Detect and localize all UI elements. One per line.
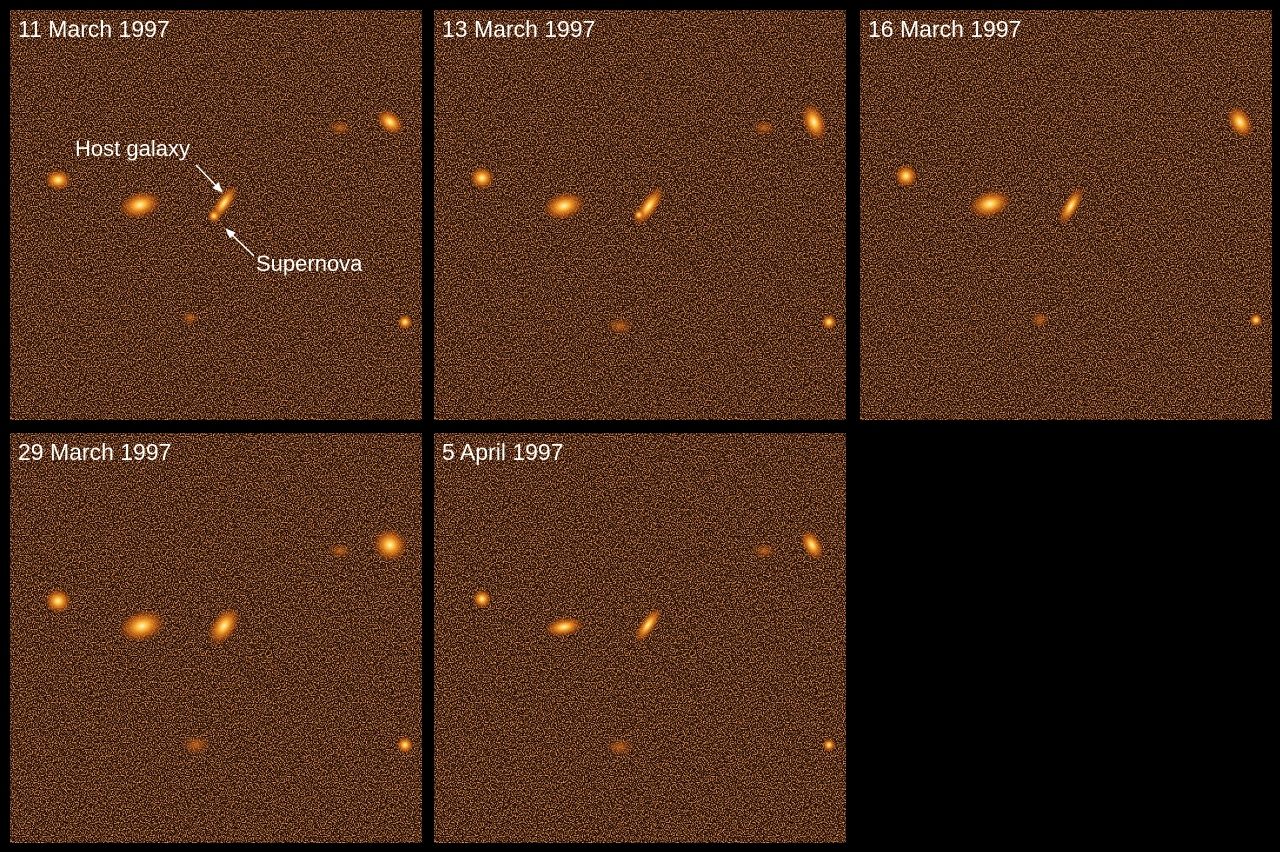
panel: 16 March 1997 xyxy=(860,10,1272,420)
galaxy xyxy=(606,317,634,335)
galaxy xyxy=(207,606,241,646)
galaxy xyxy=(606,738,634,756)
galaxy xyxy=(44,588,72,614)
galaxy xyxy=(328,543,352,559)
panel-date-label: 11 March 1997 xyxy=(18,16,170,42)
galaxy xyxy=(181,735,211,755)
galaxy xyxy=(1058,186,1084,226)
galaxy xyxy=(1226,105,1254,139)
panel-date-label: 16 March 1997 xyxy=(868,16,1021,42)
arrow xyxy=(195,164,223,193)
panel: 11 March 1997 xyxy=(10,10,422,420)
galaxy xyxy=(397,314,413,330)
galaxy xyxy=(372,527,408,563)
galaxy xyxy=(633,209,645,221)
panel-date-label: 29 March 1997 xyxy=(18,439,171,465)
galaxy xyxy=(44,169,72,191)
galaxy xyxy=(894,164,918,188)
galaxy xyxy=(821,314,837,330)
galaxy xyxy=(633,606,663,644)
host-galaxy-label: Host galaxy xyxy=(75,136,190,161)
panel: 13 March 1997 xyxy=(434,10,846,420)
galaxy xyxy=(328,120,352,136)
panel-date-label: 5 April 1997 xyxy=(442,439,563,465)
galaxy xyxy=(118,609,166,643)
panels: 11 March 1997 13 March 1997 16 March 1997 2… xyxy=(10,10,1272,843)
galaxy xyxy=(800,102,828,142)
galaxy xyxy=(1249,313,1263,327)
galaxy xyxy=(375,108,405,136)
galaxy xyxy=(822,738,836,752)
panel: 5 April 1997 xyxy=(434,433,846,843)
galaxy xyxy=(752,120,776,136)
galaxy xyxy=(207,209,221,223)
galaxy xyxy=(472,589,492,609)
galaxy xyxy=(968,189,1012,219)
galaxy xyxy=(469,166,495,190)
galaxy xyxy=(1030,312,1050,328)
galaxy xyxy=(799,529,825,561)
supernova-label: Supernova xyxy=(256,251,363,276)
galaxy xyxy=(544,616,584,638)
galaxy xyxy=(752,543,776,559)
panel: 29 March 1997 xyxy=(10,433,422,843)
galaxy xyxy=(181,311,199,325)
galaxy xyxy=(542,191,586,221)
annotations: Host galaxy Supernova xyxy=(75,136,363,276)
arrow xyxy=(225,228,255,257)
panel-date-label: 13 March 1997 xyxy=(442,16,595,42)
galaxy xyxy=(396,736,414,754)
galaxy xyxy=(118,190,162,220)
